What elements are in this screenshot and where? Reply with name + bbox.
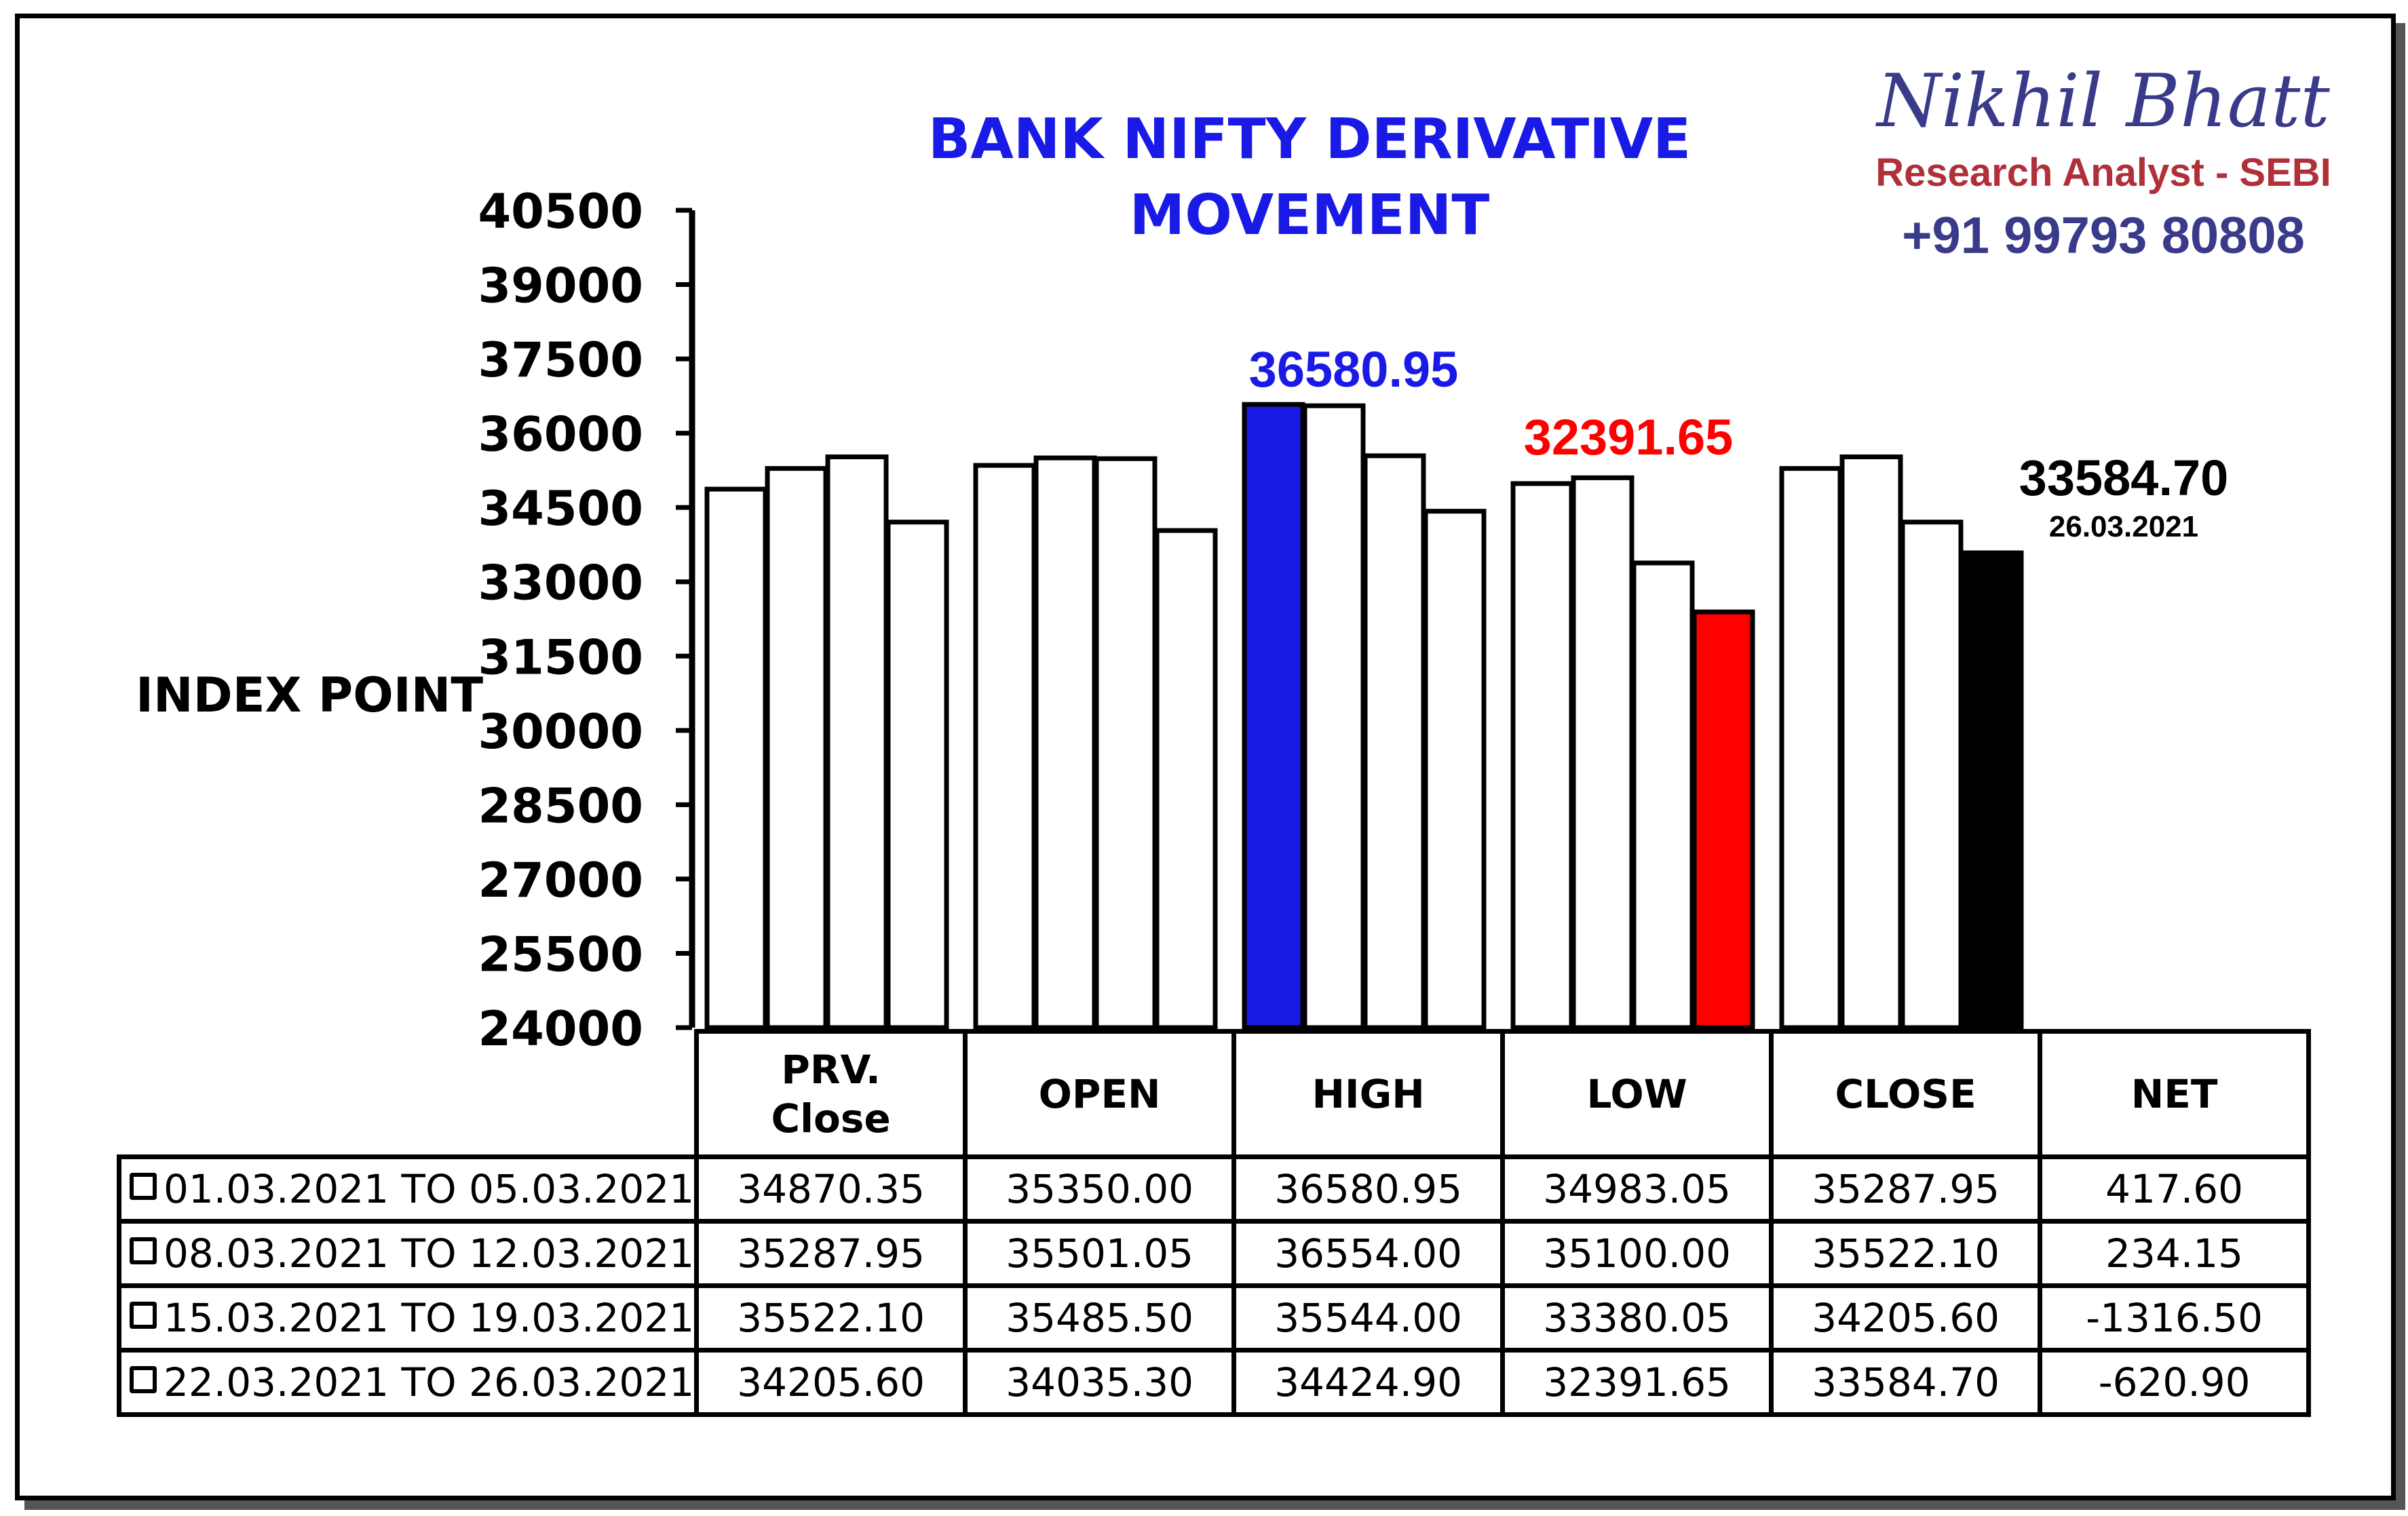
y-tick-label: 36000 (478, 407, 643, 463)
y-tick-label: 25500 (478, 927, 643, 982)
bar-low-series-1 (1510, 481, 1574, 1030)
table-cell: 234.15 (2038, 1219, 2312, 1288)
header-low: LOW (1500, 1029, 1774, 1159)
table-cell: 35485.50 (963, 1283, 1237, 1353)
y-tick-label: 31500 (478, 629, 643, 685)
table-cell: 35350.00 (963, 1154, 1237, 1224)
row-label: 08.03.2021 TO 12.03.2021 (116, 1219, 700, 1288)
data-table: PRV. Close OPEN HIGH LOW CLOSE NET 01.03… (116, 1029, 2312, 1417)
bar-close-series-4 (1960, 550, 2024, 1030)
bar-prv-close-series-1 (704, 486, 768, 1030)
y-tick-label: 30000 (478, 704, 643, 760)
table-cell: 35522.10 (1769, 1219, 2043, 1288)
table-cell: 34983.05 (1500, 1154, 1774, 1224)
y-tick-label: 24000 (478, 1001, 643, 1057)
table-cell: 32391.65 (1500, 1348, 1774, 1417)
y-tick-label: 40500 (478, 184, 643, 239)
y-tick-label: 39000 (478, 258, 643, 314)
legend-swatch (130, 1366, 157, 1393)
bar-prv-close-series-4 (885, 520, 949, 1030)
header-open: OPEN (963, 1029, 1237, 1159)
y-tick-label: 27000 (478, 853, 643, 908)
bar-prv-close-series-3 (825, 454, 889, 1030)
y-tick-label: 33000 (478, 556, 643, 611)
row-label-text: 22.03.2021 TO 26.03.2021 (164, 1359, 695, 1405)
table-cell: 35100.00 (1500, 1219, 1774, 1288)
bar-close-series-3 (1900, 520, 1964, 1030)
table-cell: 36580.95 (1231, 1154, 1506, 1224)
header-net: NET (2038, 1029, 2312, 1159)
bar-low-series-3 (1631, 560, 1695, 1030)
legend-swatch (130, 1173, 157, 1200)
bar-open-series-1 (973, 463, 1037, 1030)
table-cell: 33584.70 (1769, 1348, 2043, 1417)
row-label-text: 01.03.2021 TO 05.03.2021 (164, 1166, 695, 1212)
bar-high-series-2 (1302, 403, 1366, 1030)
bar-low-series-2 (1571, 475, 1635, 1030)
table-cell: 35544.00 (1231, 1283, 1506, 1353)
close-highlight-date: 26.03.2021 (2048, 510, 2199, 543)
table-cell: 34424.90 (1231, 1348, 1506, 1417)
bar-open-series-2 (1033, 455, 1097, 1030)
bar-close-series-2 (1839, 454, 1903, 1030)
table-cell: 34870.35 (694, 1154, 968, 1224)
header-close: CLOSE (1769, 1029, 2043, 1159)
y-tick-label: 37500 (478, 332, 643, 388)
table-cell: 417.60 (2038, 1154, 2312, 1224)
header-high: HIGH (1231, 1029, 1506, 1159)
table-cell: 35501.05 (963, 1219, 1237, 1288)
data-label-close: 33584.70 (2019, 450, 2229, 506)
table-header-row: PRV. Close OPEN HIGH LOW CLOSE NET (119, 1029, 2312, 1159)
table-row: 01.03.2021 TO 05.03.2021 34870.35 35350.… (116, 1154, 2312, 1224)
table-cell: -620.90 (2038, 1348, 2312, 1417)
brand-name: Nikhil Bhatt (1877, 59, 2330, 144)
row-label: 01.03.2021 TO 05.03.2021 (116, 1154, 700, 1224)
row-label: 15.03.2021 TO 19.03.2021 (116, 1283, 700, 1353)
table-row: 08.03.2021 TO 12.03.2021 35287.95 35501.… (116, 1219, 2312, 1288)
table-cell: 35522.10 (694, 1283, 968, 1353)
brand-role: Research Analyst - SEBI (1875, 151, 2331, 195)
table-row: 15.03.2021 TO 19.03.2021 35522.10 35485.… (116, 1283, 2312, 1353)
bar-close-series-1 (1779, 466, 1843, 1030)
bar-prv-close-series-2 (765, 466, 828, 1030)
table-cell: 33380.05 (1500, 1283, 1774, 1353)
y-tick-label: 28500 (478, 778, 643, 834)
bar-open-series-4 (1154, 528, 1218, 1030)
legend-swatch (130, 1302, 157, 1329)
table-cell: 35287.95 (1769, 1154, 2043, 1224)
y-axis-label: INDEX POINT (136, 667, 484, 723)
data-label-high: 36580.95 (1249, 341, 1459, 397)
table-cell: 36554.00 (1231, 1219, 1506, 1288)
bar-low-series-4 (1692, 609, 1755, 1030)
legend-swatch (130, 1237, 157, 1264)
bar-high-series-3 (1362, 453, 1426, 1030)
table-cell: 34205.60 (694, 1348, 968, 1417)
bar-open-series-3 (1094, 456, 1158, 1030)
table-cell: 35287.95 (694, 1219, 968, 1288)
row-label-text: 08.03.2021 TO 12.03.2021 (164, 1230, 695, 1277)
table-cell: -1316.50 (2038, 1283, 2312, 1353)
table-cell: 34035.30 (963, 1348, 1237, 1417)
row-label: 22.03.2021 TO 26.03.2021 (116, 1348, 700, 1417)
table-row: 22.03.2021 TO 26.03.2021 34205.60 34035.… (116, 1348, 2312, 1417)
chart-title: BANK NIFTY DERIVATIVE MOVEMENT (928, 107, 1692, 248)
header-prv-close: PRV. Close (694, 1029, 968, 1159)
data-label-low: 32391.65 (1524, 409, 1734, 465)
row-label-text: 15.03.2021 TO 19.03.2021 (164, 1295, 695, 1341)
bar-high-series-1 (1242, 402, 1305, 1030)
table-corner (119, 1032, 697, 1157)
brand-phone: +91 99793 80808 (1902, 207, 2305, 265)
table-cell: 34205.60 (1769, 1283, 2043, 1353)
bar-high-series-4 (1423, 509, 1487, 1030)
y-tick-label: 34500 (478, 481, 643, 537)
